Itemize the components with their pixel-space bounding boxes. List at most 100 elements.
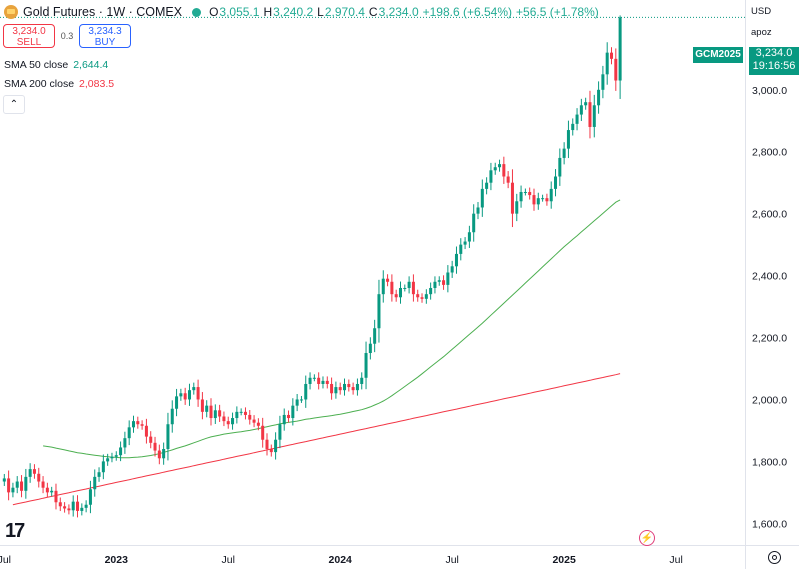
- candle-body: [162, 449, 166, 459]
- scale-selector[interactable]: apoz: [751, 27, 772, 38]
- candle-body: [93, 476, 97, 490]
- symbol-badge: GCM2025: [693, 47, 743, 63]
- candle-body: [330, 383, 334, 394]
- candle-body: [338, 387, 342, 391]
- candle-body: [67, 508, 71, 511]
- candle-body: [170, 408, 174, 425]
- candle-body: [592, 105, 596, 127]
- candle-body: [515, 201, 519, 214]
- candle-body: [523, 191, 527, 193]
- candle-body: [76, 501, 80, 511]
- candle-body: [183, 393, 187, 400]
- candle-body: [256, 422, 260, 426]
- candle-body: [7, 478, 11, 493]
- candle-body: [278, 424, 282, 440]
- ohlc-close-key: C: [368, 5, 378, 19]
- candle-body: [88, 489, 92, 505]
- candle-body: [614, 58, 618, 81]
- buy-price: 3,234.3: [88, 26, 122, 37]
- candle-body: [11, 487, 15, 493]
- candle-body: [334, 387, 338, 394]
- currency-selector[interactable]: USD: [751, 6, 772, 17]
- candle-body: [144, 425, 148, 437]
- candle-body: [446, 272, 450, 285]
- candle-body: [502, 164, 506, 177]
- candle-body: [153, 442, 157, 451]
- y-tick-label: 2,200.0: [752, 333, 787, 345]
- candle-body: [157, 450, 161, 459]
- sell-button[interactable]: 3,234.0 SELL: [3, 24, 55, 48]
- last-price-badge: 3,234.0 19:16:56: [749, 47, 799, 75]
- candle-body: [63, 506, 67, 509]
- candle-body: [554, 176, 558, 189]
- candle-body: [618, 17, 622, 81]
- candle-body: [166, 424, 170, 450]
- candle-body: [360, 377, 364, 384]
- candle-body: [2, 478, 6, 482]
- candle-body: [532, 195, 536, 205]
- candle-body: [373, 328, 377, 344]
- candle-body: [248, 414, 252, 420]
- candle-body: [571, 123, 575, 131]
- sma50-value: 2,644.4: [73, 59, 109, 71]
- candle-body: [209, 405, 213, 419]
- candle-body: [269, 449, 273, 453]
- tradingview-logo[interactable]: 17: [5, 520, 25, 542]
- candle-body: [394, 294, 398, 298]
- candle-body: [179, 393, 183, 397]
- candle-body: [575, 114, 579, 124]
- candle-body: [601, 74, 605, 90]
- candle-body: [454, 253, 458, 267]
- settings-gear-icon[interactable]: [768, 551, 781, 564]
- candle-body: [175, 396, 179, 409]
- candle-body: [609, 52, 614, 59]
- sma50-legend[interactable]: SMA 50 close 2,644.4: [4, 59, 108, 71]
- collapse-legend-button[interactable]: ⌃: [3, 95, 25, 114]
- candle-body: [58, 502, 62, 507]
- x-tick-label: Jul: [445, 554, 458, 566]
- candle-body: [463, 241, 467, 245]
- candle-body: [50, 490, 54, 493]
- candle-body: [239, 411, 243, 413]
- candle-body: [295, 399, 299, 406]
- candle-body: [368, 343, 372, 354]
- ohlc-high-key: H: [263, 5, 273, 19]
- symbol-title[interactable]: Gold Futures · 1W · COMEX: [23, 5, 183, 19]
- candle-body: [80, 507, 84, 511]
- candle-body: [579, 105, 583, 115]
- candle-body: [459, 244, 463, 254]
- sma200-legend[interactable]: SMA 200 close 2,083.5: [4, 78, 114, 90]
- chart-header: Gold Futures · 1W · COMEX O 3,055.1 H 3,24…: [4, 4, 603, 20]
- y-tick-label: 3,000.0: [752, 85, 787, 97]
- buy-button[interactable]: 3,234.3 BUY: [79, 24, 131, 48]
- candle-body: [536, 198, 540, 205]
- candle-body: [123, 438, 127, 448]
- candle-body: [140, 424, 144, 426]
- y-tick-label: 2,800.0: [752, 147, 787, 159]
- last-price-value: 3,234.0: [755, 47, 793, 59]
- candle-body: [231, 418, 235, 425]
- sma50-label: SMA 50 close: [4, 59, 69, 71]
- candle-body: [489, 170, 493, 183]
- ohlc-close-value: 3,234.0: [378, 5, 419, 19]
- candle-body: [429, 287, 433, 295]
- ohlc-open-key: O: [209, 5, 219, 19]
- candle-body: [498, 164, 502, 168]
- candle-body: [235, 411, 239, 419]
- candle-body: [597, 89, 601, 106]
- candle-body: [519, 191, 523, 202]
- candle-body: [114, 455, 118, 457]
- candle-body: [343, 383, 347, 391]
- candle-body: [71, 501, 75, 511]
- candle-body: [562, 148, 566, 158]
- price-change: +198.6 (+6.54%): [422, 5, 513, 19]
- candle-body: [119, 447, 123, 456]
- sell-label: SELL: [16, 37, 42, 48]
- sell-price: 3,234.0: [12, 26, 46, 37]
- flash-icon[interactable]: ⚡: [639, 530, 655, 546]
- candle-body: [377, 294, 381, 329]
- market-open-icon: [192, 7, 202, 17]
- candle-body: [541, 198, 545, 200]
- candle-body: [205, 405, 209, 412]
